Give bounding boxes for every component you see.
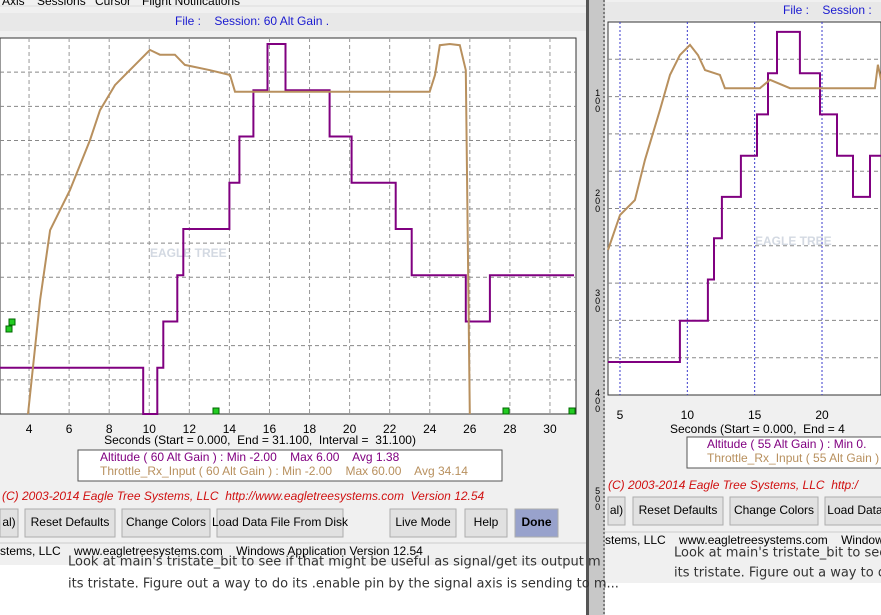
header-bar [605, 2, 881, 20]
x-tick-label: 6 [66, 422, 73, 436]
x-tick-label: 15 [748, 408, 762, 422]
x-tick-label: 18 [303, 422, 317, 436]
event-marker [568, 407, 576, 415]
button-label[interactable]: Load Data File From Disk [212, 515, 349, 529]
series-line [27, 42, 471, 415]
document-text: its tristate. Figure out a way to do [674, 566, 881, 581]
side-label: 500 [593, 486, 603, 510]
series-line [607, 43, 881, 251]
splitter [589, 0, 605, 615]
menu-item[interactable]: Axis [2, 0, 25, 8]
side-label: 100 [593, 88, 603, 112]
menu-item[interactable]: Cursor [95, 0, 131, 8]
plot-area [0, 37, 577, 415]
watermark: EAGLE TREE [150, 246, 227, 260]
button-label[interactable]: Help [474, 515, 499, 529]
x-tick-label: 8 [106, 422, 113, 436]
button[interactable] [824, 496, 881, 526]
document-text: its tristate. Figure out a way to do its… [68, 577, 619, 592]
x-tick-label: 4 [26, 422, 33, 436]
x-tick-label: 20 [815, 408, 829, 422]
button[interactable] [464, 508, 508, 538]
button-label[interactable]: al) [610, 503, 623, 517]
copyright: (C) 2003-2014 Eagle Tree Systems, LLC ht… [2, 489, 485, 503]
event-marker [502, 407, 510, 415]
x-tick-label: 10 [681, 408, 695, 422]
legend-entry: Throttle_Rx_Input ( 55 Alt Gain ) : Min [707, 451, 881, 465]
legend-entry: Altitude ( 60 Alt Gain ) : Min -2.00 Max… [100, 450, 400, 464]
button[interactable] [24, 508, 116, 538]
header-bar [0, 13, 586, 31]
x-tick-label: 12 [183, 422, 197, 436]
button-label[interactable]: Live Mode [395, 515, 451, 529]
series-line [0, 43, 574, 415]
button[interactable] [514, 508, 559, 538]
button-label[interactable]: Done [522, 515, 552, 529]
x-tick-label: 26 [463, 422, 477, 436]
button[interactable] [121, 508, 211, 538]
series-line [608, 30, 881, 363]
button[interactable] [216, 508, 344, 538]
x-tick-label: 20 [343, 422, 357, 436]
status-bar: stems, LLC www.eagletreesystems.com Wind… [605, 533, 881, 547]
event-marker [5, 325, 13, 333]
x-tick-label: 24 [423, 422, 437, 436]
button[interactable] [0, 508, 19, 538]
copyright: (C) 2003-2014 Eagle Tree Systems, LLC ht… [608, 478, 860, 492]
x-tick-label: 5 [617, 408, 624, 422]
document-text: Look at main's tristate_bit to see i [674, 546, 881, 561]
side-label: 300 [593, 288, 603, 312]
button[interactable] [389, 508, 457, 538]
x-tick-label: 14 [223, 422, 237, 436]
button-label[interactable]: al) [2, 515, 15, 529]
button-label[interactable]: Reset Defaults [31, 515, 110, 529]
button[interactable] [607, 496, 626, 526]
document-text: Look at main's tristate_bit to see if th… [68, 555, 601, 570]
header: File : Session : [783, 3, 872, 17]
button-label[interactable]: Load Data [827, 503, 881, 517]
legend-box [686, 436, 881, 469]
legend-entry: Altitude ( 55 Alt Gain ) : Min 0. [707, 437, 866, 451]
side-label: 400 [593, 388, 603, 412]
x-tick-label: 22 [383, 422, 397, 436]
x-tick-label: 16 [263, 422, 277, 436]
button[interactable] [729, 496, 819, 526]
button-label[interactable]: Reset Defaults [639, 503, 718, 517]
header: File : Session: 60 Alt Gain . [175, 14, 329, 28]
watermark: EAGLE TREE [755, 234, 832, 248]
menu-item[interactable]: Flight Notifications [142, 0, 240, 8]
x-axis-label: Seconds (Start = 0.000, End = 31.100, In… [104, 433, 416, 447]
x-tick-label: 30 [543, 422, 557, 436]
button-label[interactable]: Change Colors [126, 515, 206, 529]
x-tick-label: 28 [503, 422, 517, 436]
status-bar: stems, LLC www.eagletreesystems.com Wind… [0, 544, 423, 558]
event-marker [8, 318, 16, 326]
x-tick-label: 10 [143, 422, 157, 436]
button[interactable] [632, 496, 724, 526]
event-marker [212, 407, 220, 415]
menu-item[interactable]: Sessions [37, 0, 86, 8]
x-axis-label: Seconds (Start = 0.000, End = 4 [670, 422, 845, 436]
button-label[interactable]: Change Colors [734, 503, 814, 517]
window-border [586, 0, 589, 615]
side-label: 200 [593, 188, 603, 212]
legend-entry: Throttle_Rx_Input ( 60 Alt Gain ) : Min … [100, 464, 468, 478]
legend-box [77, 449, 503, 482]
